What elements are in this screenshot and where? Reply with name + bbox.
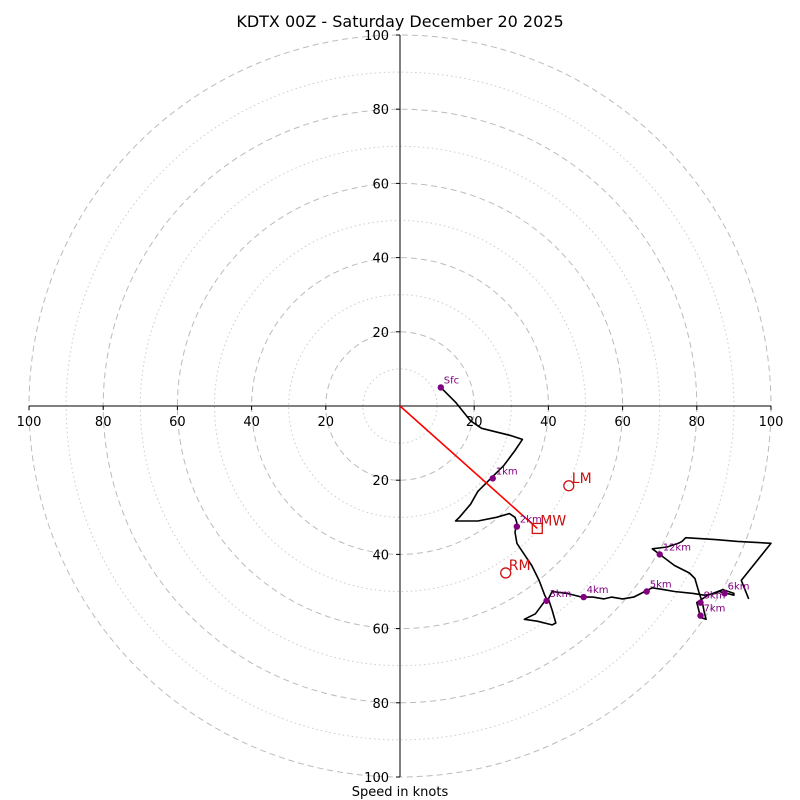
- height-marker-point: [697, 612, 704, 619]
- hodograph-trace: [440, 386, 772, 626]
- storm-motions: LM MW RM: [500, 471, 592, 579]
- y-tick-label: 60: [372, 623, 389, 638]
- height-marker-label: 5km: [650, 580, 672, 591]
- x-tick-label: 40: [540, 415, 557, 430]
- height-marker-label: 8km: [704, 591, 726, 602]
- y-tick-label: 40: [372, 548, 389, 563]
- shear-vector-line: [399, 405, 538, 530]
- height-markers: Sfc 1km 2km 3km 4km 5km 6km 7km 8km 12km: [437, 375, 750, 619]
- height-marker-label: Sfc: [444, 375, 459, 386]
- y-tick-label: 100: [364, 29, 389, 44]
- height-marker-point: [543, 597, 550, 604]
- chart-title: KDTX 00Z - Saturday December 20 2025: [236, 12, 563, 31]
- height-marker-point: [489, 475, 496, 482]
- x-tick-label: 60: [614, 415, 631, 430]
- x-tick-label: 80: [689, 415, 706, 430]
- y-tick-labels: 100 80 60 40 20 20 40 60 80 100: [364, 29, 400, 786]
- storm-motion-label: RM: [509, 558, 531, 574]
- height-marker-label: 3km: [550, 589, 572, 600]
- x-tick-label: 80: [95, 415, 112, 430]
- storm-motion-circle: [563, 480, 575, 492]
- height-marker-point: [437, 384, 445, 391]
- height-marker-point: [513, 523, 521, 530]
- y-tick-label: 100: [364, 771, 389, 786]
- shear-vector: [399, 405, 538, 530]
- height-marker-label: 1km: [496, 466, 518, 477]
- x-tick-label: 60: [169, 415, 186, 430]
- hodograph-line: [440, 386, 772, 626]
- x-tick-label: 100: [17, 415, 42, 430]
- height-marker-label: 2km: [520, 515, 542, 526]
- y-tick-label: 80: [372, 697, 389, 712]
- storm-motion-label: MW: [540, 513, 566, 529]
- y-tick-label: 20: [372, 326, 389, 341]
- height-marker-point: [697, 599, 704, 606]
- height-marker-point: [721, 590, 728, 597]
- storm-motion-square: [531, 522, 543, 535]
- height-marker-label: 7km: [704, 604, 726, 615]
- x-tick-label: 40: [243, 415, 260, 430]
- storm-motion-circle: [500, 567, 512, 579]
- height-marker-label: 12km: [663, 542, 691, 553]
- y-tick-label: 80: [372, 103, 389, 118]
- y-tick-label: 20: [372, 474, 389, 489]
- x-tick-labels: 100 80 60 40 20 20 40 60 80 100: [17, 406, 784, 430]
- height-marker-label: 6km: [728, 581, 750, 592]
- x-tick-label: 100: [759, 415, 784, 430]
- x-axis-label: Speed in knots: [352, 785, 449, 800]
- x-tick-label: 20: [318, 415, 335, 430]
- height-marker-point: [656, 551, 663, 558]
- height-marker-label: 4km: [587, 585, 609, 596]
- y-tick-label: 40: [372, 252, 389, 267]
- storm-motion-label: LM: [572, 471, 592, 487]
- height-marker-point: [580, 593, 587, 601]
- height-marker-point: [643, 588, 650, 595]
- y-tick-label: 60: [372, 177, 389, 192]
